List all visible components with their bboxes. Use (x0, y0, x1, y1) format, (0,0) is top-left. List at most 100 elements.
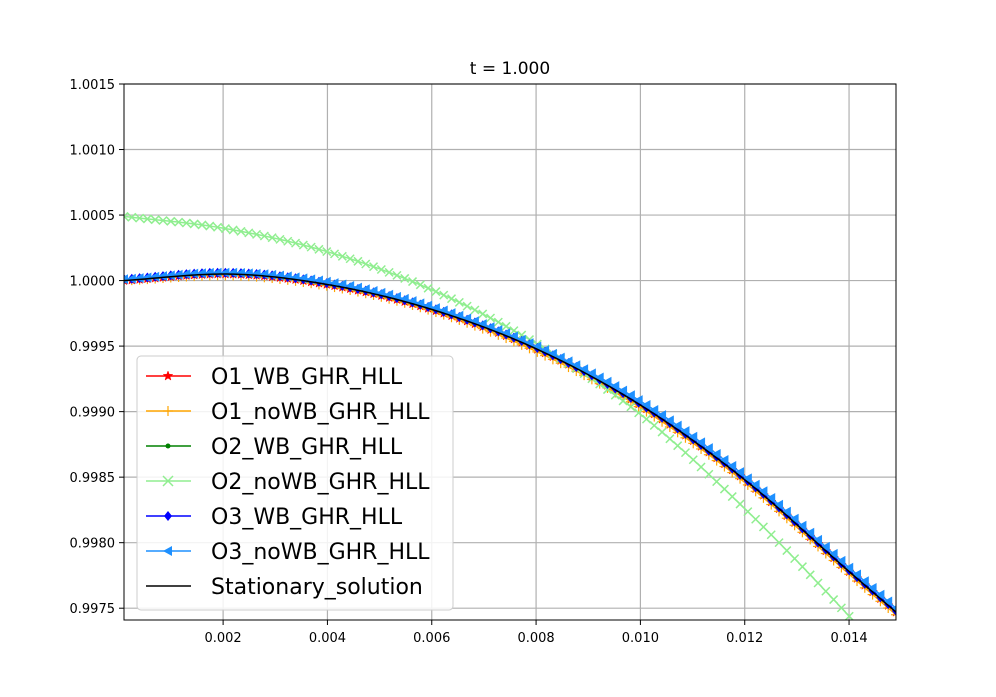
data-point (859, 576, 869, 587)
x-stroke (306, 242, 316, 252)
legend-box (136, 355, 454, 611)
x-stroke (174, 217, 184, 227)
data-point (743, 507, 753, 517)
x-stroke (259, 231, 269, 241)
y-tick-label: 0.9975 (70, 602, 116, 617)
x-stroke (197, 220, 207, 230)
x-stroke (423, 283, 433, 293)
data-point (563, 356, 573, 367)
data-point (165, 270, 175, 281)
data-point (735, 499, 745, 509)
data-point (665, 434, 675, 444)
data-point (594, 372, 604, 383)
x-stroke (844, 611, 854, 620)
legend-marker (163, 406, 173, 416)
data-point (150, 215, 160, 225)
legend-marker (162, 475, 174, 487)
data-point (228, 225, 238, 235)
legend-marker (165, 443, 171, 449)
data-point (555, 352, 565, 363)
data-point (181, 269, 191, 280)
data-point (867, 583, 877, 594)
data-point (742, 473, 752, 484)
data-point (134, 273, 144, 284)
data-point (805, 570, 815, 580)
data-point (782, 546, 792, 556)
data-point (181, 218, 191, 228)
data-point (493, 317, 503, 327)
legend-marker (164, 511, 172, 521)
data-point (758, 486, 768, 497)
x-stroke (712, 477, 722, 487)
data-point (220, 267, 230, 278)
data-point (844, 562, 854, 573)
data-point (283, 236, 293, 246)
x-stroke (252, 229, 262, 239)
data-point (828, 548, 838, 559)
x-stroke (337, 251, 347, 261)
data-point (758, 522, 768, 532)
x-stroke (384, 267, 394, 277)
data-point (220, 224, 230, 234)
data-point (322, 247, 332, 257)
data-point (821, 586, 831, 596)
x-stroke (407, 277, 418, 287)
x-stroke (267, 233, 277, 243)
x-stroke (649, 420, 659, 431)
x-stroke (369, 262, 379, 272)
x-stroke (228, 225, 238, 235)
x-stroke (665, 434, 675, 444)
x-stroke (142, 214, 152, 224)
data-point (166, 216, 176, 226)
x-stroke (124, 211, 129, 218)
data-point (275, 234, 285, 244)
x-stroke (124, 215, 129, 221)
x-stroke (314, 244, 324, 254)
x-stroke (470, 305, 480, 315)
data-point (735, 467, 745, 478)
data-point (571, 360, 581, 371)
data-point (891, 605, 896, 611)
legend: O1_WB_GHR_HLL O1_noWB_GHR_HLL O2_WB_GHR_HL… (136, 355, 454, 611)
x-stroke (696, 462, 706, 472)
data-point (750, 479, 760, 490)
data-point (633, 395, 643, 406)
data-point (751, 514, 761, 524)
y-tick-label: 1.0010 (70, 144, 116, 159)
x-stroke (291, 238, 301, 248)
data-point (657, 410, 667, 421)
data-point (547, 348, 557, 359)
plot-frame (123, 83, 897, 621)
y-tick-label: 0.9985 (70, 471, 116, 486)
data-point (696, 437, 706, 448)
x-stroke (283, 236, 293, 246)
data-point (235, 268, 245, 279)
data-point (820, 541, 830, 552)
data-point (649, 404, 659, 415)
data-point (251, 268, 261, 279)
data-point (173, 269, 183, 280)
data-point (228, 267, 238, 278)
x-tick-label: 0.010 (622, 631, 659, 646)
x-stroke (626, 402, 636, 412)
data-point (462, 301, 472, 311)
legend-label: O2_WB_GHR_HLL (211, 435, 403, 460)
x-stroke (727, 492, 737, 502)
data-point (641, 399, 651, 410)
data-point (478, 309, 488, 319)
data-point (532, 341, 542, 352)
data-point (291, 238, 301, 248)
data-point (680, 426, 690, 437)
x-stroke (189, 219, 199, 229)
x-stroke (205, 221, 215, 231)
x-stroke (688, 455, 698, 465)
data-point (212, 267, 222, 278)
x-stroke (322, 247, 332, 257)
x-stroke (275, 234, 285, 244)
x-stroke (673, 441, 683, 451)
data-point (688, 455, 698, 465)
data-point (712, 477, 722, 487)
x-stroke (236, 226, 246, 236)
data-point (719, 454, 729, 465)
